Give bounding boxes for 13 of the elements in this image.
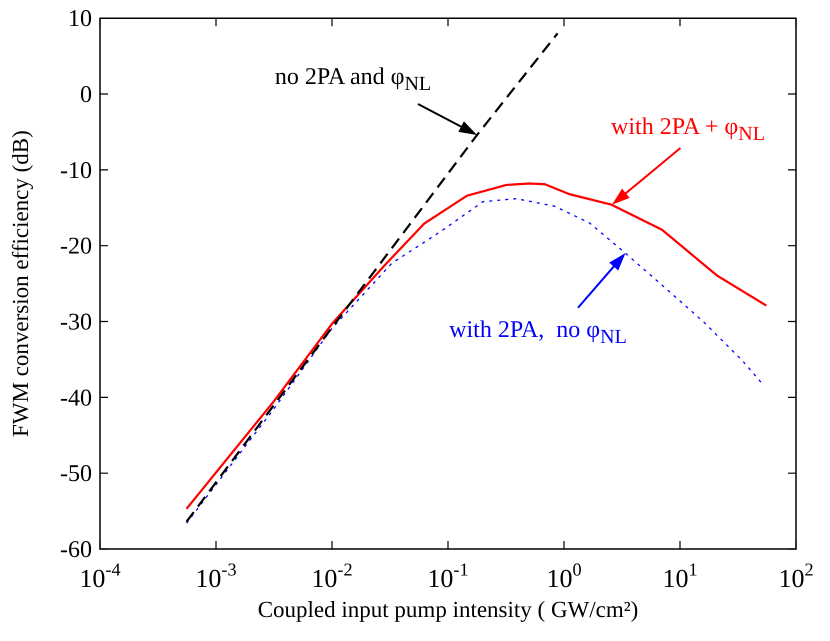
y-tick-label: -30 [60, 310, 92, 336]
y-tick-label: -40 [60, 385, 92, 412]
annotation: with 2PA + φ$_{NL}$ [611, 114, 765, 146]
annotation: no 2PA and φ$_{NL}$ [274, 64, 432, 96]
y-tick-label: 10 [68, 6, 92, 32]
y-tick-label: -50 [60, 461, 92, 488]
x-axis-title: Coupled input pump intensity ( GW/cm²) [258, 597, 638, 622]
y-axis-title: FWM conversion efficiency (dB) [8, 130, 33, 437]
y-tick-label: 0 [80, 82, 92, 108]
annotation: with 2PA, no φ$_{NL}$ [449, 317, 627, 349]
y-tick-label: -60 [60, 537, 92, 563]
y-tick-label: -20 [60, 234, 92, 260]
y-tick-label: -10 [60, 158, 92, 184]
